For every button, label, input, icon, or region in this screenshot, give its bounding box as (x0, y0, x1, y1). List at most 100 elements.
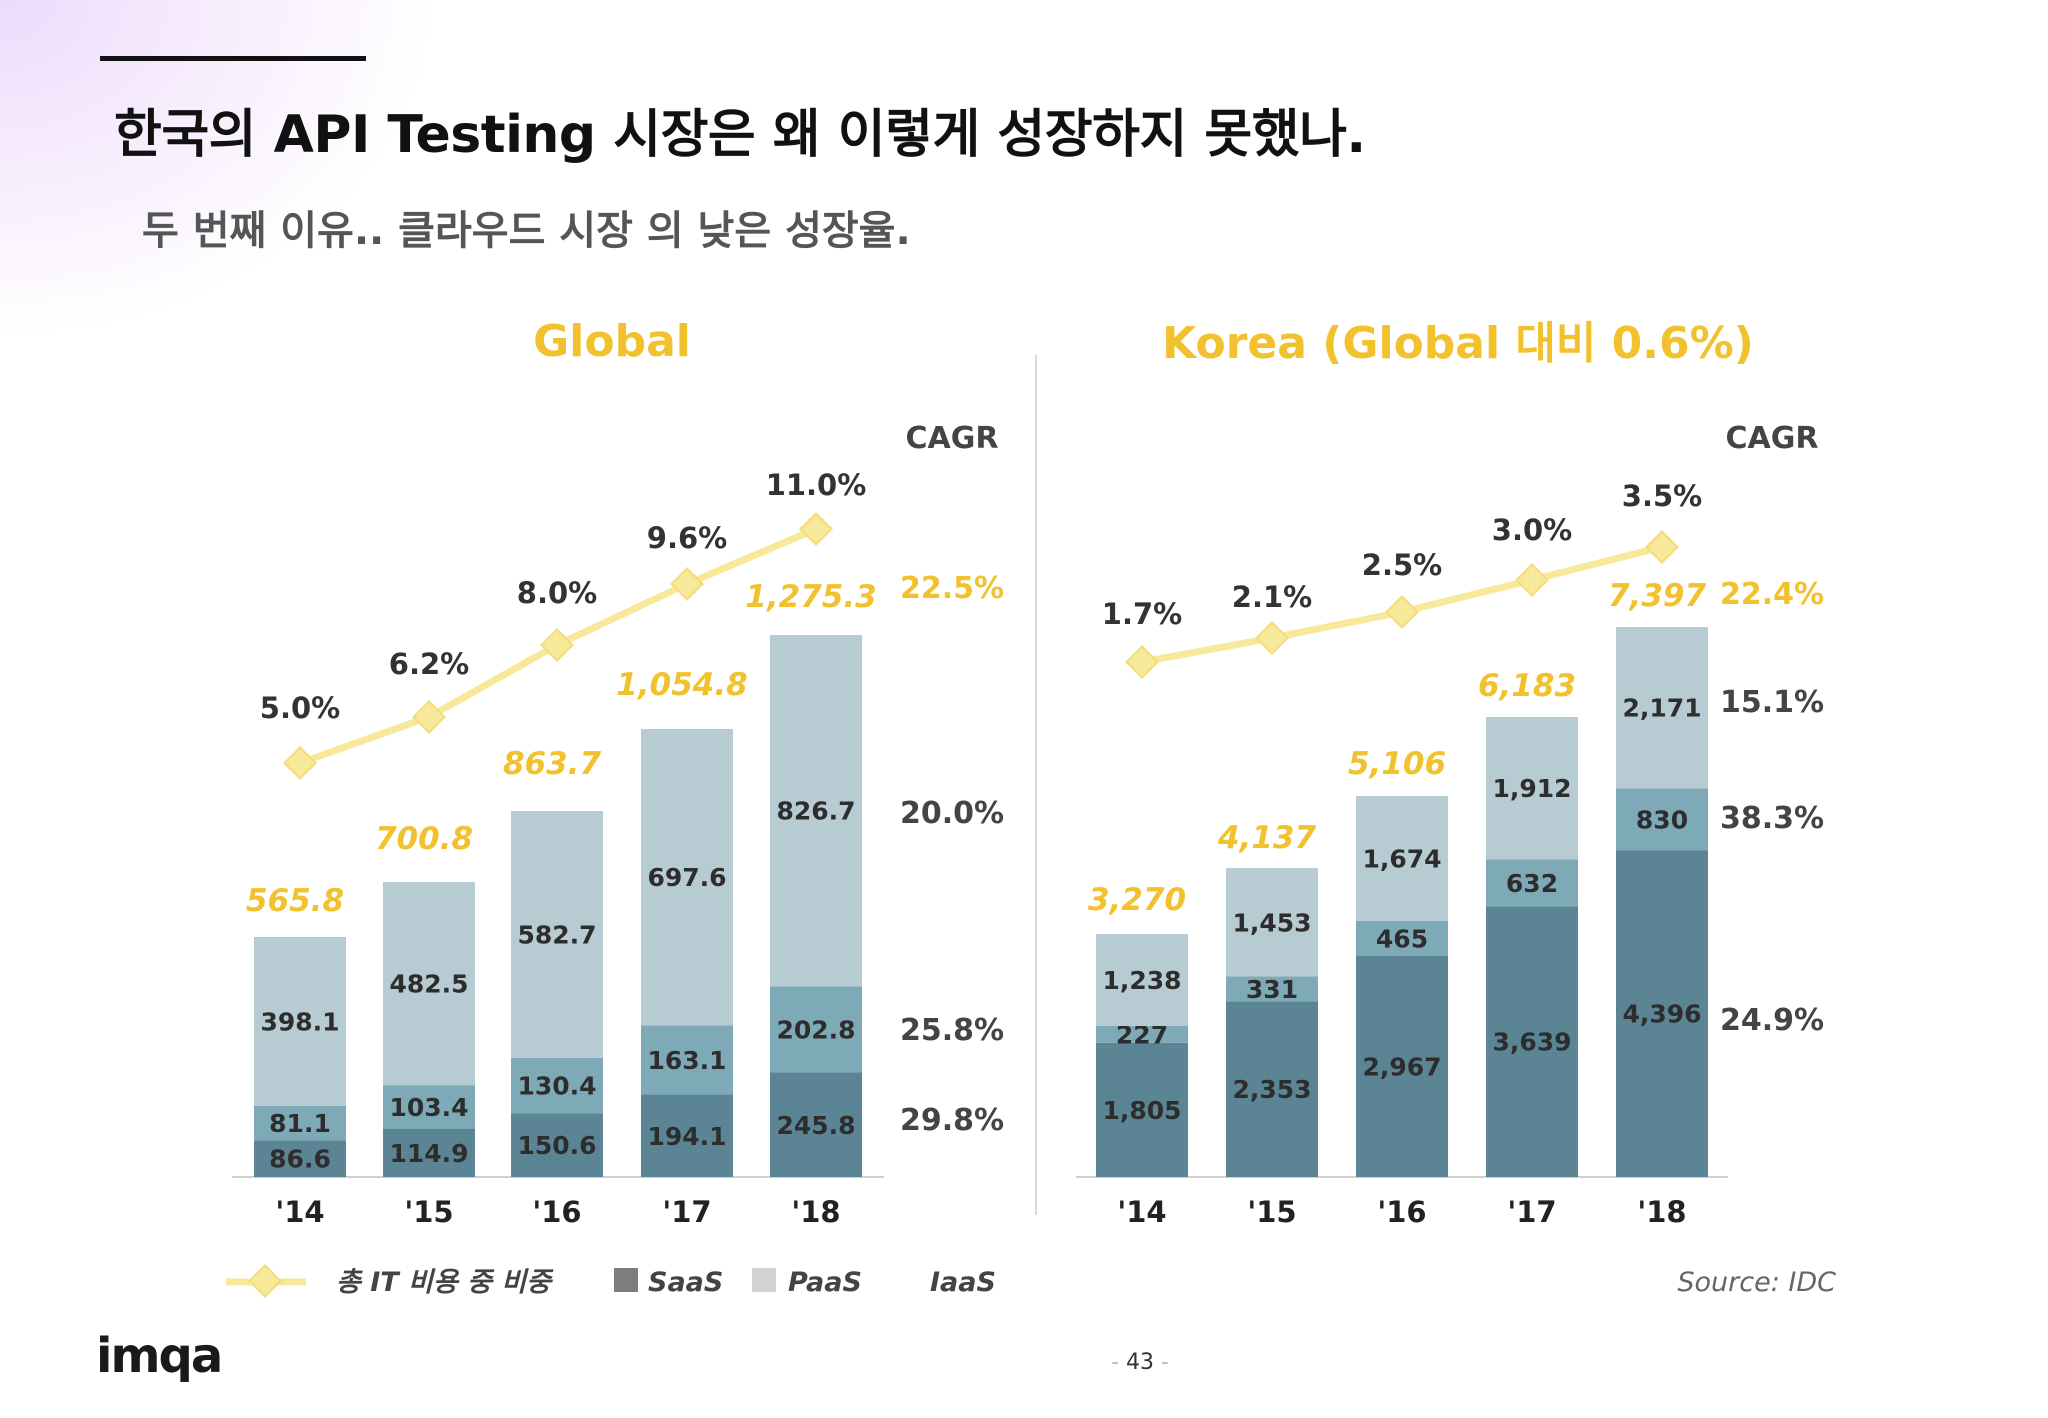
chart1-tick-1: '15 (1247, 1195, 1296, 1229)
chart1-share-marker-2 (1385, 595, 1419, 629)
chart1-label-saas-4: 4,396 (1622, 1000, 1701, 1029)
chart1-label-saas-2: 2,967 (1362, 1052, 1441, 1081)
chart1-title: Korea (Global 대비 0.6%) (1162, 318, 1754, 369)
legend-paas-swatch (752, 1268, 776, 1292)
chart1-total-1: 4,137 (1217, 820, 1316, 856)
chart1-bar-iaas-2 (1356, 796, 1448, 921)
chart1-share-label-1: 2.1% (1232, 580, 1312, 614)
chart0-bar-paas-4 (770, 986, 862, 1073)
chart0-label-iaas-4: 826.7 (776, 797, 855, 826)
chart0-share-label-4: 11.0% (766, 468, 867, 502)
chart0-label-iaas-2: 582.7 (517, 920, 596, 949)
chart0-title: Global (533, 316, 691, 367)
chart1-bar-saas-2 (1356, 955, 1448, 1177)
page-number: - 43 - (1111, 1350, 1169, 1375)
chart1-share-marker-1 (1255, 621, 1289, 655)
chart1-tick-3: '17 (1507, 1195, 1556, 1229)
chart0-label-paas-1: 103.4 (389, 1093, 468, 1122)
chart1-label-paas-4: 830 (1636, 805, 1688, 834)
chart1-cagr-saas: 24.9% (1720, 1003, 1824, 1038)
chart1-label-iaas-4: 2,171 (1622, 694, 1701, 723)
legend-line-label: 총 IT 비용 중 비중 (336, 1267, 554, 1298)
chart0-total-2: 863.7 (503, 746, 601, 782)
chart1-total-2: 5,106 (1348, 746, 1446, 782)
chart0-cagr-total: 22.5% (900, 571, 1004, 606)
chart1-label-iaas-3: 1,912 (1492, 774, 1571, 803)
chart0-label-saas-2: 150.6 (517, 1131, 596, 1160)
chart0-bar-saas-4 (770, 1072, 862, 1177)
legend-paas-label: PaaS (788, 1267, 862, 1298)
chart1-bar-paas-3 (1486, 859, 1578, 907)
chart0-bar-saas-1 (383, 1128, 475, 1177)
chart1-label-paas-2: 465 (1376, 924, 1428, 953)
chart1-bar-saas-3 (1486, 906, 1578, 1177)
chart0-share-label-2: 8.0% (517, 576, 597, 610)
chart0-tick-3: '17 (662, 1195, 711, 1229)
chart1-share-marker-3 (1515, 563, 1549, 597)
chart0-total-4: 1,275.3 (745, 579, 876, 615)
chart0-cagr-saas: 29.8% (900, 1103, 1004, 1138)
chart0-bar-saas-2 (511, 1113, 603, 1177)
chart1-tick-2: '16 (1377, 1195, 1426, 1229)
chart1-label-saas-1: 2,353 (1232, 1075, 1311, 1104)
chart0-bar-paas-0 (254, 1105, 346, 1141)
chart0-tick-4: '18 (791, 1195, 840, 1229)
chart1-cagr-total: 22.4% (1720, 577, 1824, 612)
page-title: 한국의 API Testing 시장은 왜 이렇게 성장하지 못했나. (114, 105, 1366, 165)
chart0-total-0: 565.8 (246, 883, 344, 919)
chart1-share-label-4: 3.5% (1622, 479, 1702, 513)
legend-iaas-label: IaaS (930, 1267, 996, 1298)
chart0-label-iaas-1: 482.5 (389, 970, 468, 999)
chart0-bar-paas-3 (641, 1025, 733, 1095)
chart1-share-label-2: 2.5% (1362, 548, 1442, 582)
chart1-share-marker-0 (1125, 645, 1159, 679)
chart1-bar-paas-2 (1356, 920, 1448, 956)
chart0-label-saas-0: 86.6 (269, 1145, 331, 1174)
chart0-bar-iaas-2 (511, 811, 603, 1058)
chart0-share-label-1: 6.2% (389, 647, 469, 681)
chart1-bar-paas-0 (1096, 1025, 1188, 1043)
chart1-bar-saas-4 (1616, 850, 1708, 1177)
chart1-bar-paas-4 (1616, 788, 1708, 851)
chart0-label-iaas-3: 697.6 (647, 863, 726, 892)
chart1-label-paas-3: 632 (1506, 869, 1558, 898)
chart1-tick-4: '18 (1637, 1195, 1686, 1229)
chart0-cagr-iaas: 20.0% (900, 796, 1004, 831)
chart0-total-1: 700.8 (375, 821, 473, 857)
chart0-bar-iaas-0 (254, 937, 346, 1106)
imqa-logo: imqa (96, 1328, 223, 1384)
title-rule (100, 56, 366, 61)
chart0-bar-iaas-4 (770, 635, 862, 987)
chart0-share-label-3: 9.6% (647, 521, 727, 555)
chart0-share-marker-2 (540, 628, 574, 662)
chart0-label-paas-2: 130.4 (517, 1072, 596, 1101)
chart0-tick-1: '15 (404, 1195, 453, 1229)
chart1-total-0: 3,270 (1088, 882, 1186, 918)
chart0-total-3: 1,054.8 (616, 667, 747, 703)
chart1-bar-saas-1 (1226, 1001, 1318, 1177)
legend-saas-label: SaaS (648, 1267, 723, 1298)
chart0-bar-paas-2 (511, 1057, 603, 1114)
chart1-tick-0: '14 (1117, 1195, 1166, 1229)
chart1-bar-iaas-0 (1096, 934, 1188, 1026)
chart0-cagr-paas: 25.8% (900, 1013, 1004, 1048)
chart1-cagr-iaas: 15.1% (1720, 685, 1824, 720)
chart0-label-iaas-0: 398.1 (260, 1007, 339, 1036)
chart0-bar-paas-1 (383, 1085, 475, 1129)
page-subtitle: 두 번째 이유.. 클라우드 시장 의 낮은 성장율. (142, 208, 911, 254)
page-number-value: 43 (1126, 1350, 1154, 1375)
chart1-label-saas-3: 3,639 (1492, 1028, 1571, 1057)
chart1-share-label-0: 1.7% (1102, 597, 1182, 631)
legend-saas-swatch (614, 1268, 638, 1292)
chart1-cagr-paas: 38.3% (1720, 801, 1824, 836)
chart1-label-iaas-1: 1,453 (1232, 908, 1311, 937)
legend: 총 IT 비용 중 비중 SaaS PaaS IaaS (226, 1264, 996, 1298)
chart0-share-label-0: 5.0% (260, 691, 340, 725)
chart1-total-3: 6,183 (1478, 668, 1576, 704)
chart0-share-marker-1 (412, 700, 446, 734)
chart0-share-marker-4 (799, 512, 833, 546)
chart1-bar-iaas-4 (1616, 627, 1708, 789)
chart0-bar-iaas-1 (383, 882, 475, 1086)
chart0-bar-saas-0 (254, 1140, 346, 1177)
